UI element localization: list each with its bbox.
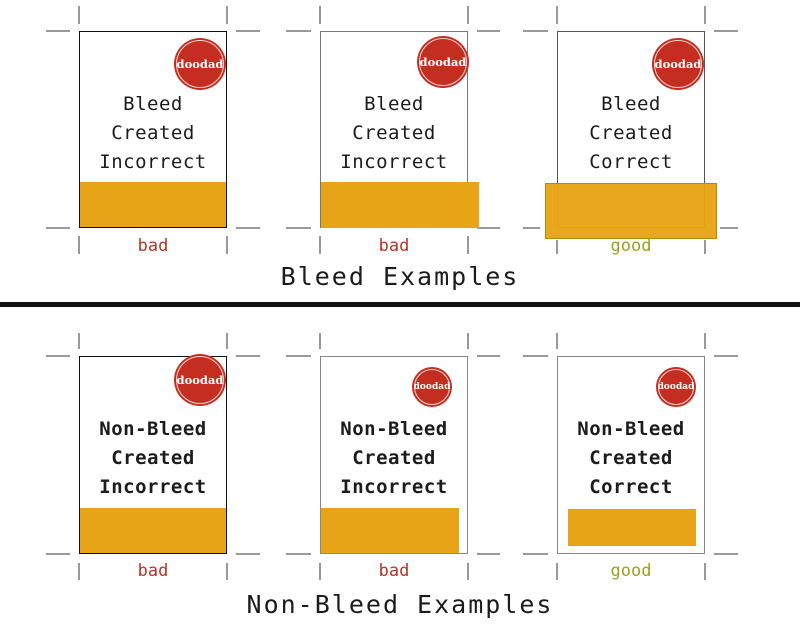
crop-marks-bottom-row	[46, 333, 738, 580]
title-line: Incorrect	[340, 476, 448, 498]
doodad-logo: doodad	[174, 354, 226, 406]
orange-bar	[80, 182, 226, 227]
title-line: Non-Bleed	[99, 418, 207, 440]
bleed-example-3: Bleed Created Correct doodad	[545, 31, 717, 239]
verdict-label: bad	[378, 236, 410, 256]
verdict-label: bad	[137, 236, 169, 256]
title-line: Bleed	[601, 93, 661, 115]
bleed-example-3-title: Bleed Created Correct	[558, 90, 704, 177]
doodad-logo: doodad	[417, 36, 469, 88]
title-line: Bleed	[364, 93, 424, 115]
title-line: Bleed	[123, 93, 183, 115]
non-bleed-example-2-title: Non-Bleed Created Incorrect	[321, 415, 467, 502]
doodad-logo: doodad	[656, 367, 696, 407]
non-bleed-example-1-title: Non-Bleed Created Incorrect	[80, 415, 226, 502]
title-line: Created	[352, 122, 436, 144]
bleed-example-1: Bleed Created Incorrect doodad	[79, 31, 227, 228]
title-line: Non-Bleed	[577, 418, 685, 440]
verdict-label: bad	[137, 561, 169, 581]
doodad-logo: doodad	[174, 38, 226, 90]
verdict-label: bad	[378, 561, 410, 581]
bleed-example-2-title: Bleed Created Incorrect	[321, 90, 467, 177]
bleed-example-1-title: Bleed Created Incorrect	[80, 90, 226, 177]
title-line: Correct	[589, 151, 673, 173]
orange-bar	[545, 183, 717, 239]
title-line: Created	[352, 447, 436, 469]
non-bleed-example-3-title: Non-Bleed Created Correct	[558, 415, 704, 502]
verdict-label: good	[610, 561, 652, 581]
title-line: Created	[111, 447, 195, 469]
bleed-example-2: Bleed Created Incorrect doodad	[320, 31, 479, 228]
verdict-label: good	[610, 236, 652, 256]
orange-bar	[80, 508, 226, 553]
bleed-section-title: Bleed Examples	[280, 262, 520, 291]
title-line: Correct	[589, 476, 673, 498]
doodad-logo: doodad	[412, 367, 452, 407]
title-line: Created	[111, 122, 195, 144]
orange-bar	[321, 508, 459, 553]
section-divider	[0, 302, 800, 307]
non-bleed-section-title: Non-Bleed Examples	[246, 590, 554, 619]
title-line: Incorrect	[99, 476, 207, 498]
crop-marks-top-row	[46, 6, 738, 254]
orange-bar	[568, 509, 696, 546]
title-line: Incorrect	[99, 151, 207, 173]
non-bleed-example-1: Non-Bleed Created Incorrect doodad	[79, 354, 227, 554]
doodad-logo: doodad	[652, 38, 704, 90]
title-line: Created	[589, 122, 673, 144]
title-line: Non-Bleed	[340, 418, 448, 440]
orange-bar	[321, 182, 479, 228]
title-line: Created	[589, 447, 673, 469]
title-line: Incorrect	[340, 151, 448, 173]
non-bleed-example-2: Non-Bleed Created Incorrect doodad	[320, 356, 468, 554]
non-bleed-example-3: Non-Bleed Created Correct doodad	[557, 356, 705, 554]
